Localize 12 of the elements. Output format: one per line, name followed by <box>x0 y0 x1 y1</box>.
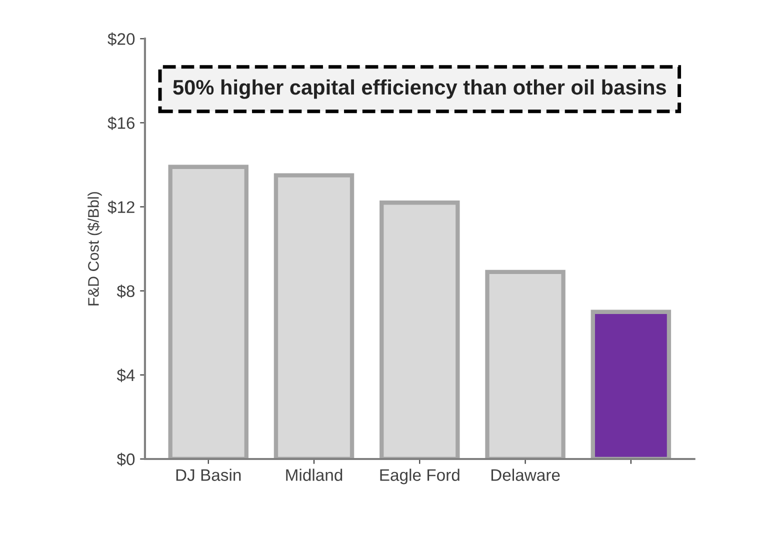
x-tick-label: Delaware <box>491 468 560 481</box>
y-axis-title: F&D Cost ($/Bbl) <box>87 192 102 306</box>
y-tick-label: $8 <box>116 284 135 298</box>
y-tick-label: $4 <box>116 368 135 382</box>
y-tick-label: $20 <box>108 32 135 46</box>
x-tick-label: Eagle Ford <box>380 468 460 484</box>
y-tick-label: $12 <box>108 200 134 214</box>
annotation: 50% higher capital efficiency than other oil basins <box>173 79 666 99</box>
y-tick-label: $0 <box>116 452 135 466</box>
y-tick-label: $16 <box>108 116 135 130</box>
x-tick-label: Midland <box>286 468 342 481</box>
x-tick-label: DJ Basin <box>176 468 241 481</box>
